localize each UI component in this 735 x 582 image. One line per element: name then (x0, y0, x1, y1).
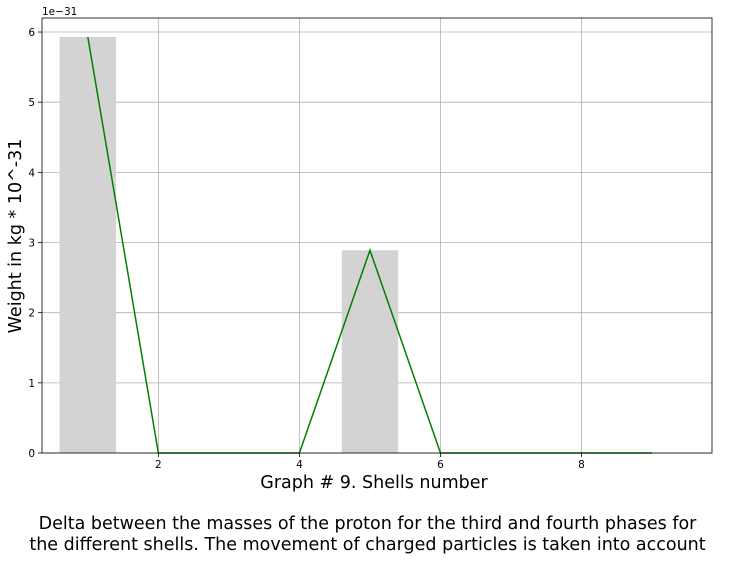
y-tick-label: 4 (28, 167, 35, 179)
y-axis-label: Weight in kg * 10^-31 (6, 139, 26, 334)
bar-series (59, 36, 399, 454)
plot-frame (41, 17, 713, 454)
x-axis-label: Graph # 9. Shells number (260, 473, 488, 493)
caption-line-2: the different shells. The movement of ch… (29, 535, 706, 555)
x-tick-label: 4 (296, 459, 303, 471)
x-tick-label: 8 (578, 459, 585, 471)
y-tick-label: 2 (28, 308, 35, 320)
bar (59, 36, 117, 454)
y-tick-label: 1 (28, 378, 35, 390)
bar (341, 250, 399, 453)
caption-line-1: Delta between the masses of the proton f… (38, 514, 697, 534)
y-tick-label: 0 (28, 448, 35, 460)
y-tick-label: 3 (28, 238, 35, 250)
x-tick-label: 6 (437, 459, 444, 471)
x-tick-label: 2 (155, 459, 162, 471)
y-tick-label: 6 (28, 27, 35, 39)
x-axis-ticks: 2 4 6 8 (155, 453, 585, 471)
y-tick-label: 5 (28, 97, 35, 109)
axis-multiplier-label: 1e−31 (42, 6, 77, 18)
y-axis-ticks: 0 1 2 3 4 5 6 (28, 27, 42, 460)
